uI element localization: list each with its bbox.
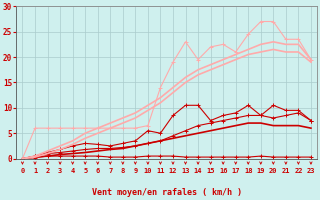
X-axis label: Vent moyen/en rafales ( km/h ): Vent moyen/en rafales ( km/h ) [92, 188, 242, 197]
